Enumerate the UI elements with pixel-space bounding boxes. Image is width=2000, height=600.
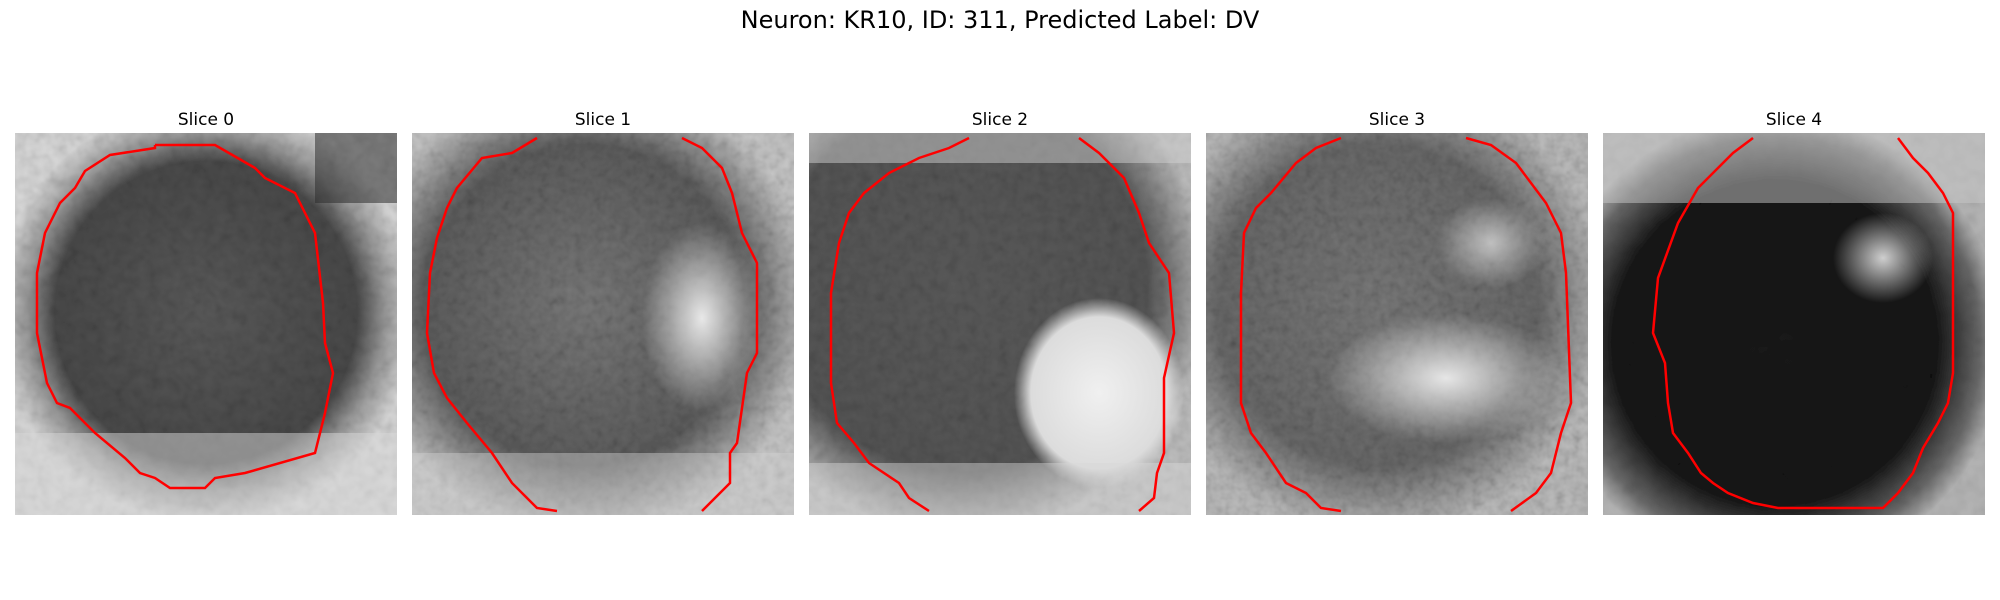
slice-title: Slice 4 bbox=[1765, 110, 1823, 130]
slice-title: Slice 1 bbox=[574, 110, 632, 130]
contour-line bbox=[1078, 137, 1176, 512]
contour-line bbox=[681, 136, 759, 512]
slice-title: Slice 0 bbox=[177, 110, 235, 130]
slice-panel-1: Slice 1 bbox=[412, 108, 794, 515]
contour-line bbox=[35, 143, 335, 490]
slice-panel-4: Slice 4 bbox=[1603, 108, 1985, 515]
contour-line bbox=[829, 136, 970, 513]
slice-title: Slice 3 bbox=[1368, 110, 1426, 130]
contour-line bbox=[1465, 136, 1573, 513]
slice-title: Slice 2 bbox=[971, 110, 1029, 130]
slice-panel-2: Slice 2 bbox=[809, 108, 1191, 515]
slice-panel-0: Slice 0 bbox=[15, 108, 397, 515]
slice-image bbox=[412, 133, 794, 515]
slice-image bbox=[809, 133, 1191, 515]
contour-line bbox=[1651, 137, 1955, 510]
figure-title: Neuron: KR10, ID: 311, Predicted Label: … bbox=[740, 6, 1260, 34]
slice-panel-3: Slice 3 bbox=[1206, 108, 1588, 515]
slice-image bbox=[15, 133, 397, 515]
slice-image bbox=[1206, 133, 1588, 515]
contour-line bbox=[1239, 136, 1342, 513]
slice-image bbox=[1603, 133, 1985, 515]
contour-line bbox=[425, 136, 558, 513]
